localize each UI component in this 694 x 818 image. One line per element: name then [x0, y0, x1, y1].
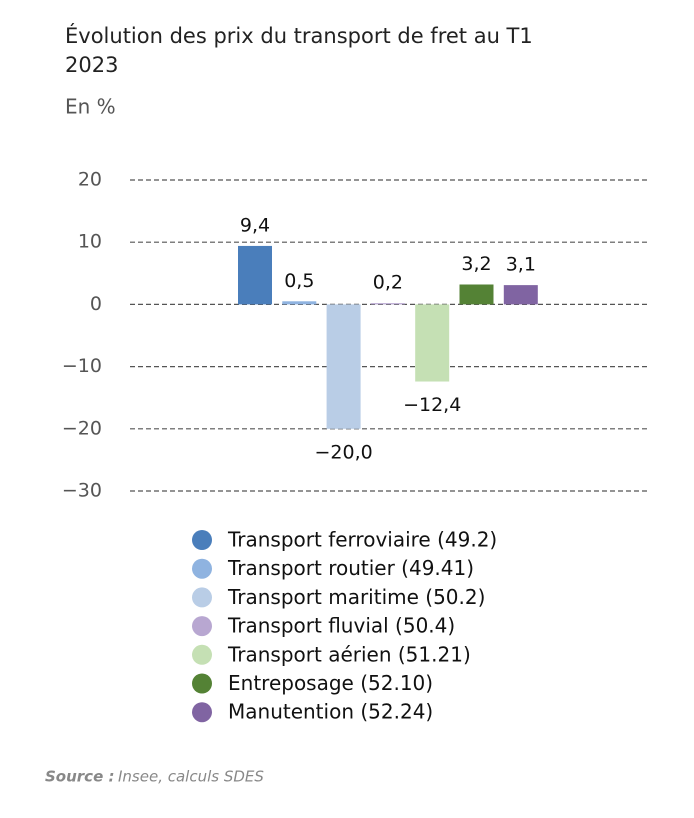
y-tick-label: −20: [62, 417, 102, 439]
bar: [415, 304, 450, 382]
value-label: 3,1: [506, 254, 536, 276]
legend-marker: [192, 587, 212, 608]
legend-marker: [192, 644, 212, 665]
bar: [282, 301, 317, 305]
value-label: −12,4: [403, 394, 461, 416]
y-tick-label: 0: [90, 293, 102, 315]
legend-marker: [192, 558, 212, 579]
legend-marker: [192, 673, 212, 694]
y-tick-label: −30: [62, 480, 102, 502]
value-label: 0,2: [373, 272, 403, 294]
value-label: −20,0: [314, 441, 372, 463]
y-axis-title: En %: [65, 95, 116, 119]
y-tick-label: 20: [78, 169, 102, 191]
y-tick-label: 10: [78, 231, 102, 253]
legend-label: Transport fluvial (50.4): [227, 614, 455, 638]
legend-label: Manutention (52.24): [228, 700, 433, 724]
y-tick-label: −10: [62, 355, 102, 377]
legend-marker: [192, 616, 212, 637]
legend-label: Transport maritime (50.2): [227, 585, 485, 609]
source-text: Insee, calculs SDES: [118, 768, 264, 786]
bar: [326, 304, 361, 429]
legend-label: Entreposage (52.10): [228, 671, 433, 695]
source-label: Source :: [45, 768, 114, 786]
value-label: 0,5: [284, 270, 314, 292]
bar: [503, 285, 538, 305]
legend-marker: [192, 702, 212, 723]
legend-marker: [192, 530, 212, 550]
bar: [370, 303, 405, 305]
legend-label: Transport aérien (51.21): [227, 642, 471, 666]
value-label: 9,4: [240, 214, 270, 236]
legend-label: Transport ferroviaire (49.2): [227, 528, 497, 552]
bar: [238, 245, 272, 305]
bar: [459, 284, 494, 305]
value-label: 3,2: [461, 253, 491, 275]
chart-title: Évolution des prix du transport de fret …: [65, 24, 533, 77]
legend-label: Transport routier (49.41): [227, 556, 474, 580]
